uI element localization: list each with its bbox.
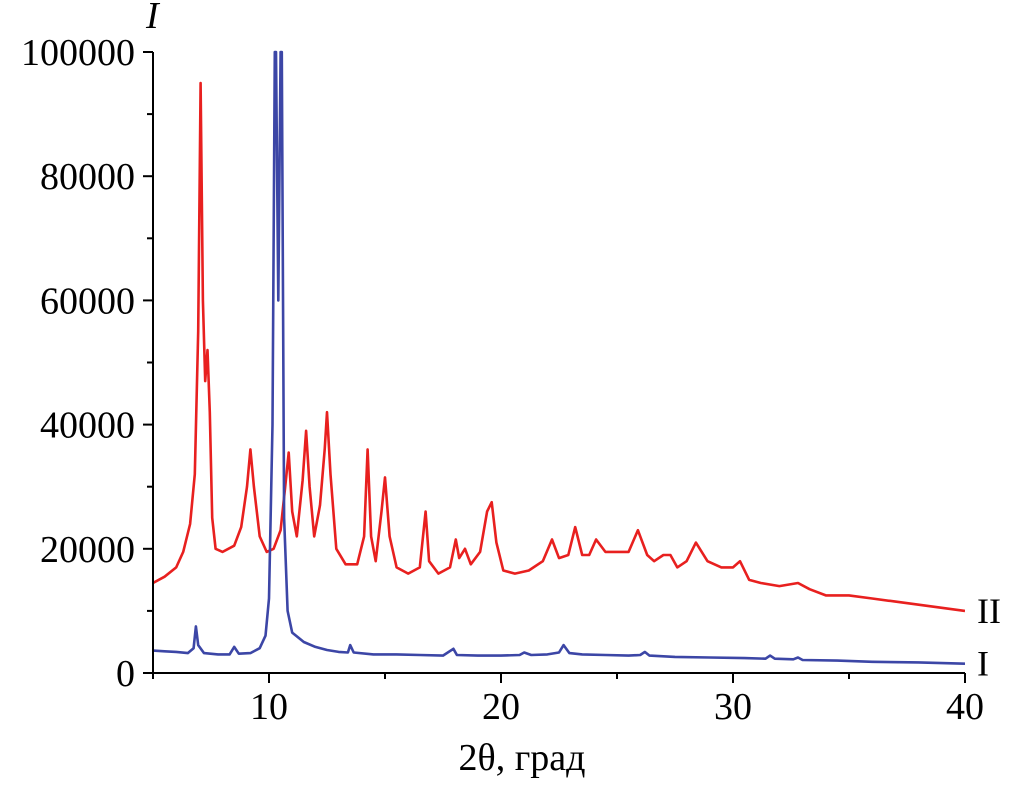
series-label-II: II — [977, 591, 1001, 631]
x-tick-label: 20 — [482, 686, 520, 728]
x-tick-label: 30 — [714, 686, 752, 728]
x-axis-title: 2θ, град — [459, 737, 586, 779]
y-tick-label: 20000 — [40, 529, 135, 571]
series-line-I — [153, 50, 965, 665]
y-tick-label: 100000 — [21, 32, 135, 74]
y-tick-label: 80000 — [40, 156, 135, 198]
y-tick-label: 60000 — [40, 280, 135, 322]
y-tick-label: 40000 — [40, 405, 135, 447]
x-tick-label: 40 — [946, 686, 984, 728]
y-axis-title: I — [145, 0, 161, 37]
series-line-II — [153, 81, 965, 613]
x-tick-label: 10 — [250, 686, 288, 728]
y-tick-label: 0 — [116, 653, 135, 695]
series-label-I: I — [977, 644, 989, 684]
